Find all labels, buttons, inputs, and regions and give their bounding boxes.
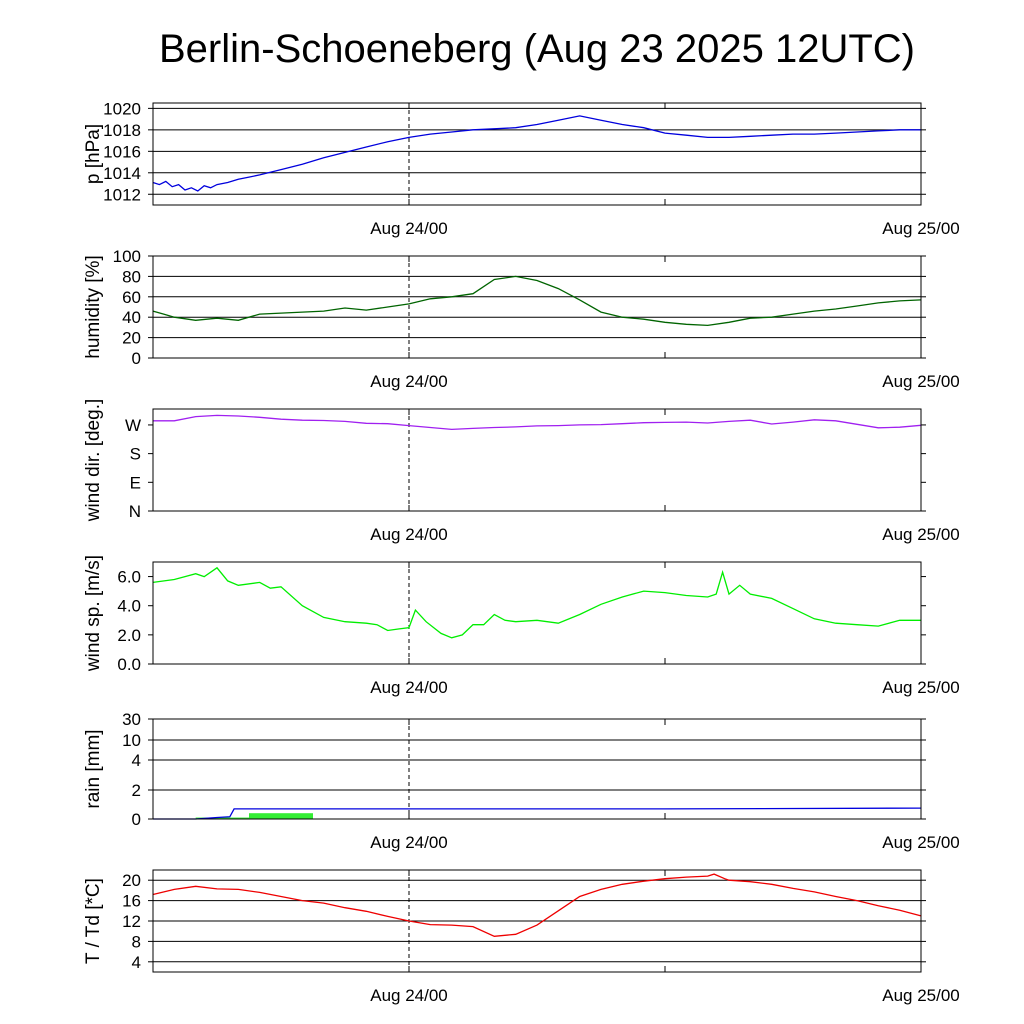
y-tick-label: 0 — [132, 810, 141, 829]
panel-frame — [152, 255, 922, 359]
y-tick-label: 4.0 — [117, 597, 141, 616]
y-tick-label: 2.0 — [117, 626, 141, 645]
chart-title: Berlin-Schoeneberg (Aug 23 2025 12UTC) — [159, 27, 915, 71]
x-tick-label: Aug 24/00 — [370, 219, 448, 238]
y-tick-label: 1014 — [103, 164, 141, 183]
y-tick-label: W — [125, 416, 141, 435]
pressure-series-line — [152, 115, 921, 192]
y-tick-label: 1012 — [103, 185, 141, 204]
y-tick-label: 0 — [132, 349, 141, 368]
x-tick-label: Aug 24/00 — [370, 986, 448, 1005]
rain-bar — [195, 817, 249, 819]
y-tick-label: 1020 — [103, 99, 141, 118]
y-tick-label: 30 — [122, 710, 141, 729]
panel-frame — [152, 718, 922, 820]
y-axis-label: T / Td [*C] — [83, 878, 104, 964]
humidity-series-line — [152, 275, 922, 327]
y-axis-label: p [hPa] — [83, 124, 104, 184]
x-tick-label: Aug 25/00 — [882, 372, 960, 391]
y-tick-label: 0.0 — [117, 655, 141, 674]
y-tick-label: 4 — [132, 751, 141, 770]
y-tick-label: 20 — [122, 329, 141, 348]
panel-frame — [152, 408, 922, 512]
y-tick-label: 2 — [132, 781, 141, 800]
x-tick-label: Aug 25/00 — [882, 525, 960, 544]
y-tick-label: 20 — [122, 871, 141, 890]
x-tick-label: Aug 24/00 — [370, 372, 448, 391]
y-tick-label: E — [130, 473, 141, 492]
panel-wind_speed: 0.0 2.0 4.0 6.0 Aug 24/00 Aug 25/00 wind sp. [… — [83, 555, 960, 697]
y-tick-label: 100 — [113, 247, 141, 266]
rain-bar — [249, 813, 313, 819]
y-tick-label: 8 — [132, 932, 141, 951]
y-axis-label: humidity [%] — [83, 255, 104, 358]
y-axis-label: wind sp. [m/s] — [83, 555, 104, 672]
x-tick-label: Aug 25/00 — [882, 833, 960, 852]
panel-frame — [152, 561, 922, 665]
y-tick-label: 80 — [122, 267, 141, 286]
y-tick-label: N — [129, 502, 141, 521]
x-tick-label: Aug 25/00 — [882, 219, 960, 238]
x-tick-label: Aug 24/00 — [370, 525, 448, 544]
x-tick-label: Aug 24/00 — [370, 833, 448, 852]
y-tick-label: 1016 — [103, 142, 141, 161]
y-tick-label: 16 — [122, 892, 141, 911]
y-tick-label: S — [130, 445, 141, 464]
y-tick-label: 4 — [132, 953, 141, 972]
panel-pressure: 1012 1014 1016 1018 1020 Aug 24/00 Aug 25/00 p … — [83, 99, 960, 238]
wind_dir-series-line — [153, 414, 922, 431]
temperature-series-line — [152, 873, 922, 937]
x-tick-label: Aug 25/00 — [882, 986, 960, 1005]
panel-frame — [152, 102, 922, 206]
x-tick-label: Aug 25/00 — [882, 678, 960, 697]
wind_speed-series-line — [152, 566, 921, 639]
y-tick-label: 10 — [122, 731, 141, 750]
y-tick-label: 12 — [122, 912, 141, 931]
y-tick-label: 6.0 — [117, 568, 141, 587]
y-tick-label: 60 — [122, 288, 141, 307]
y-axis-label: rain [mm] — [83, 729, 104, 808]
panel-rain: 0 2 410 30 Aug 24/00 Aug 25/00 rain [mm] — [83, 710, 960, 852]
y-axis-label: wind dir. [deg.] — [83, 399, 104, 523]
y-tick-label: 40 — [122, 308, 141, 327]
x-tick-label: Aug 24/00 — [370, 678, 448, 697]
y-tick-label: 1018 — [103, 121, 141, 140]
